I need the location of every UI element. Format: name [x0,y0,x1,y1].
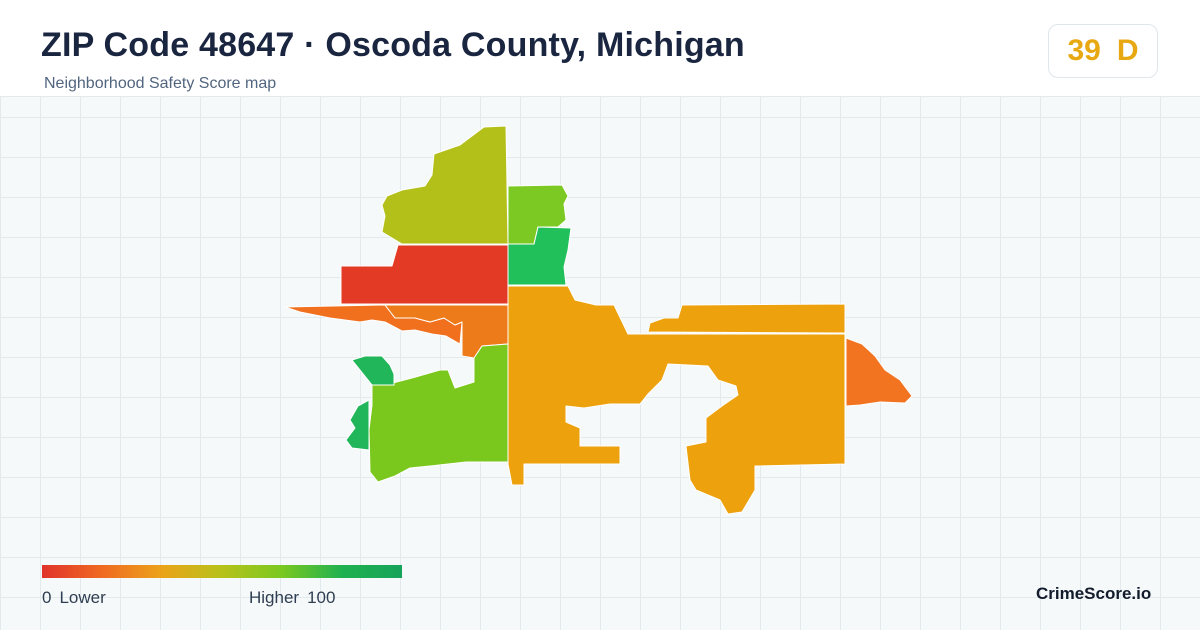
north-west-tract[interactable] [381,125,509,245]
far-east-tract[interactable] [845,337,913,407]
page-subtitle: Neighborhood Safety Score map [44,75,277,92]
legend-max-label: Higher [249,588,300,607]
legend-max: Higher 100 [249,588,335,608]
brand-label[interactable]: CrimeScore.io [1036,584,1152,603]
header-bar: ZIP Code 48647 · Oscoda County, Michigan… [0,0,1200,97]
legend-color-scale [42,565,402,578]
score-badge: 39 D [1048,24,1158,78]
legend-min: 0 Lower [42,588,106,608]
legend-min-value: 0 [42,588,52,607]
legend-min-label: Lower [59,588,106,607]
north-east-small-tract[interactable] [507,226,572,286]
page-title: ZIP Code 48647 · Oscoda County, Michigan [41,26,745,64]
west-edge-tract[interactable] [345,355,395,451]
south-west-tract[interactable] [368,343,509,483]
central-west-tract[interactable] [340,244,509,305]
score-grade: D [1116,34,1139,67]
central-large-tract[interactable] [507,285,846,515]
score-value: 39 [1067,34,1101,67]
legend-max-value: 100 [307,588,336,607]
east-strip-tract[interactable] [647,303,846,334]
